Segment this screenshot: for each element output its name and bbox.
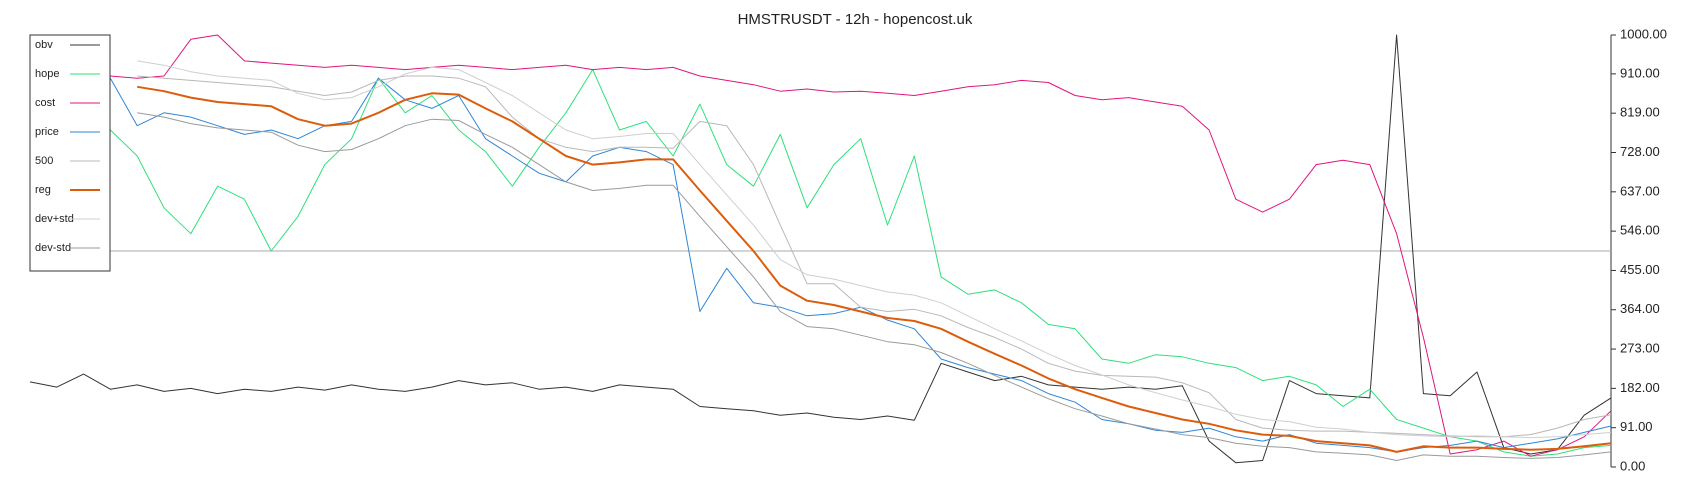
legend-label: dev-std [35,242,71,254]
legend-label: reg [35,184,51,196]
series-line [137,60,1612,439]
series-line [29,69,1612,457]
legend-label: 500 [35,155,53,167]
series-line [137,112,1612,461]
legend-label: obv [35,39,53,51]
y-tick-label: 910.00 [1620,65,1660,80]
legend-label: cost [35,97,55,109]
y-tick-label: 728.00 [1620,144,1660,159]
legend-label: dev+std [35,213,74,225]
y-tick-label: 364.00 [1620,301,1660,316]
y-tick-label: 455.00 [1620,262,1660,277]
series-line [29,34,1612,464]
y-tick-label: 0.00 [1620,458,1645,473]
y-tick-label: 1000.00 [1620,26,1667,41]
y-tick-label: 273.00 [1620,341,1660,356]
y-tick-label: 546.00 [1620,223,1660,238]
y-tick-label: 637.00 [1620,183,1660,198]
legend-label: hope [35,68,59,80]
y-tick-label: 91.00 [1620,419,1653,434]
y-tick-label: 182.00 [1620,380,1660,395]
chart-title: HMSTRUSDT - 12h - hopencost.uk [738,11,973,28]
legend-label: price [35,126,59,138]
series-line [29,34,1612,457]
series-line [29,77,1612,453]
y-tick-label: 819.00 [1620,105,1660,120]
series-line [137,85,1612,453]
